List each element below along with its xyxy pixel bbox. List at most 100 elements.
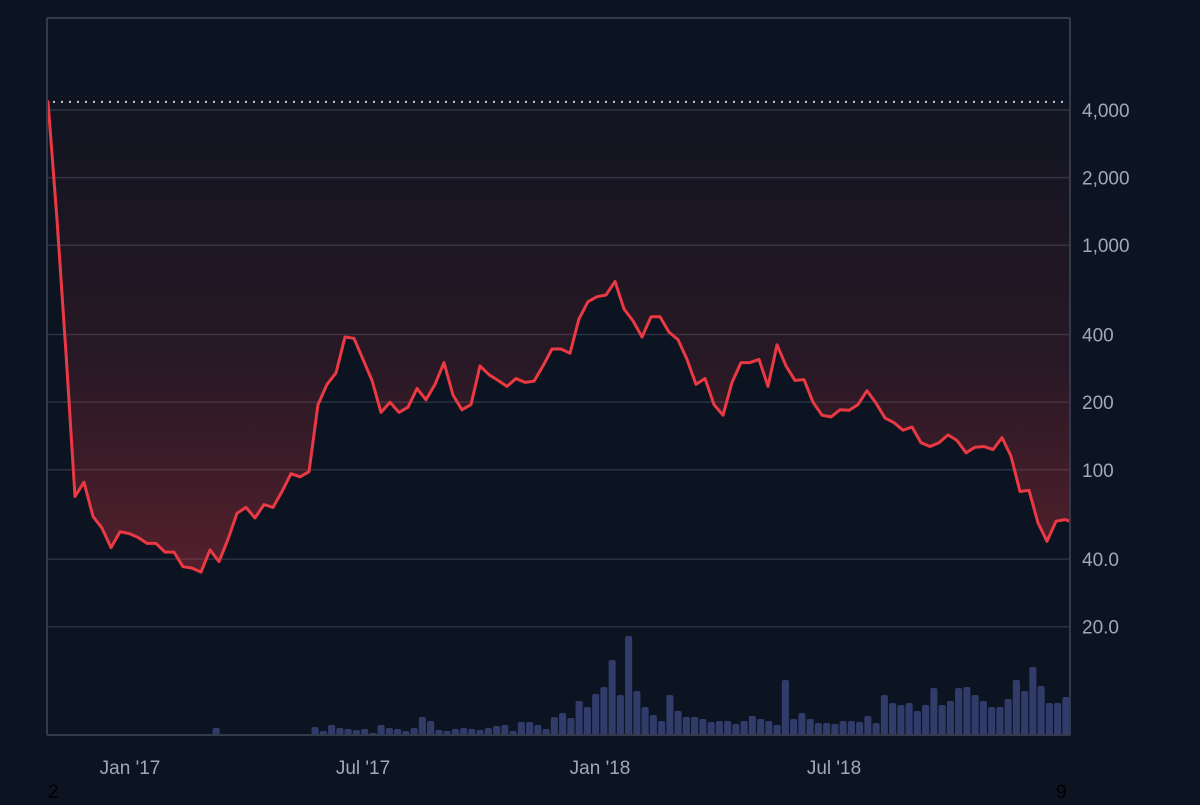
volume-bar: [567, 718, 575, 735]
y-axis-labels: 4,000 2,000 1,000 400 200 100 40.0 20.0: [1082, 101, 1130, 639]
volume-bar: [897, 705, 905, 735]
volume-bar: [773, 725, 781, 735]
volume-bar: [814, 723, 822, 735]
volume-bar: [880, 695, 888, 735]
volume-bar: [1021, 691, 1029, 735]
volume-bar: [847, 721, 855, 735]
area-fill: [48, 101, 1070, 573]
volume-bar: [889, 703, 897, 735]
volume-bar: [451, 729, 459, 735]
volume-bar: [831, 724, 839, 735]
volume-bar: [501, 725, 509, 735]
volume-bar: [938, 705, 946, 735]
volume-bar: [616, 695, 624, 735]
x-tick-label: Jul '17: [336, 758, 390, 779]
y-tick-label: 400: [1082, 326, 1114, 347]
volume-bar: [1004, 699, 1012, 735]
volume-bar: [460, 728, 468, 735]
volume-bar: [468, 729, 476, 735]
y-tick-label: 40.0: [1082, 550, 1119, 571]
y-tick-label: 100: [1082, 461, 1114, 482]
volume-bar: [336, 728, 344, 735]
volume-bar: [1045, 703, 1053, 735]
x-tick-label: Jul '18: [807, 758, 861, 779]
volume-bar: [905, 703, 913, 735]
volume-bar: [823, 723, 831, 735]
volume-bar: [666, 695, 674, 735]
volume-bar: [856, 722, 864, 735]
volume-bar: [699, 719, 707, 735]
y-tick-label: 2,000: [1082, 169, 1130, 190]
volume-bar: [385, 728, 393, 735]
volume-bar: [633, 691, 641, 735]
volume-bar: [526, 722, 534, 735]
price-line-path[interactable]: [47, 100, 1070, 574]
volume-bar: [963, 687, 971, 735]
x-tick-label: Jan '18: [570, 758, 631, 779]
volume-bar: [418, 717, 426, 735]
volume-bar: [748, 716, 756, 735]
volume-bar: [913, 711, 921, 735]
volume-bar: [674, 711, 682, 735]
volume-bar: [806, 719, 814, 735]
volume-bar: [559, 713, 567, 735]
volume-bar: [955, 688, 963, 735]
volume-bar: [922, 705, 930, 735]
volume-bar: [377, 725, 385, 735]
y-tick-label: 1,000: [1082, 236, 1130, 257]
x-tick-label: Jan '17: [100, 758, 161, 779]
y-tick-label: 20.0: [1082, 618, 1119, 639]
volume-bar: [1054, 703, 1062, 735]
volume-bar: [872, 723, 880, 735]
volume-bar: [493, 726, 501, 735]
edge-label-left: 2: [48, 782, 59, 800]
volume-bar: [394, 729, 402, 735]
volume-bar: [798, 713, 806, 735]
volume-bar: [1062, 697, 1070, 735]
volume-bar: [534, 725, 542, 735]
volume-bar: [600, 687, 608, 735]
volume-bar: [715, 721, 723, 735]
volume-bar: [996, 707, 1004, 735]
volume-bar: [740, 721, 748, 735]
volume-bars: [212, 636, 1070, 735]
volume-bar: [550, 717, 558, 735]
volume-bar: [839, 721, 847, 735]
volume-bar: [410, 728, 418, 735]
volume-bar: [988, 707, 996, 735]
volume-bar: [484, 728, 492, 735]
volume-bar: [1012, 680, 1020, 735]
volume-bar: [864, 716, 872, 735]
price-line[interactable]: [47, 100, 1070, 574]
volume-bar: [542, 729, 550, 735]
volume-bar: [517, 722, 525, 735]
volume-bar: [724, 721, 732, 735]
volume-bar: [971, 695, 979, 735]
y-tick-label: 4,000: [1082, 101, 1130, 122]
volume-bar: [979, 701, 987, 735]
volume-bar: [1037, 686, 1045, 735]
volume-bar: [757, 719, 765, 735]
volume-bar: [707, 722, 715, 735]
volume-bar: [435, 730, 443, 735]
volume-bar: [575, 701, 583, 735]
volume-bar: [649, 715, 657, 735]
volume-bar: [682, 717, 690, 735]
volume-bar: [328, 725, 336, 735]
volume-bar: [344, 729, 352, 735]
plot-frame: [46, 17, 1071, 736]
volume-bar: [361, 729, 369, 735]
volume-bar: [691, 717, 699, 735]
volume-bar: [212, 728, 220, 735]
volume-bar: [476, 730, 484, 735]
volume-bar: [583, 707, 591, 735]
volume-bar: [608, 660, 616, 735]
volume-bar: [352, 730, 360, 735]
volume-bar: [592, 694, 600, 735]
price-area-fill: [48, 101, 1070, 573]
volume-bar: [946, 701, 954, 735]
volume-bar: [765, 721, 773, 735]
